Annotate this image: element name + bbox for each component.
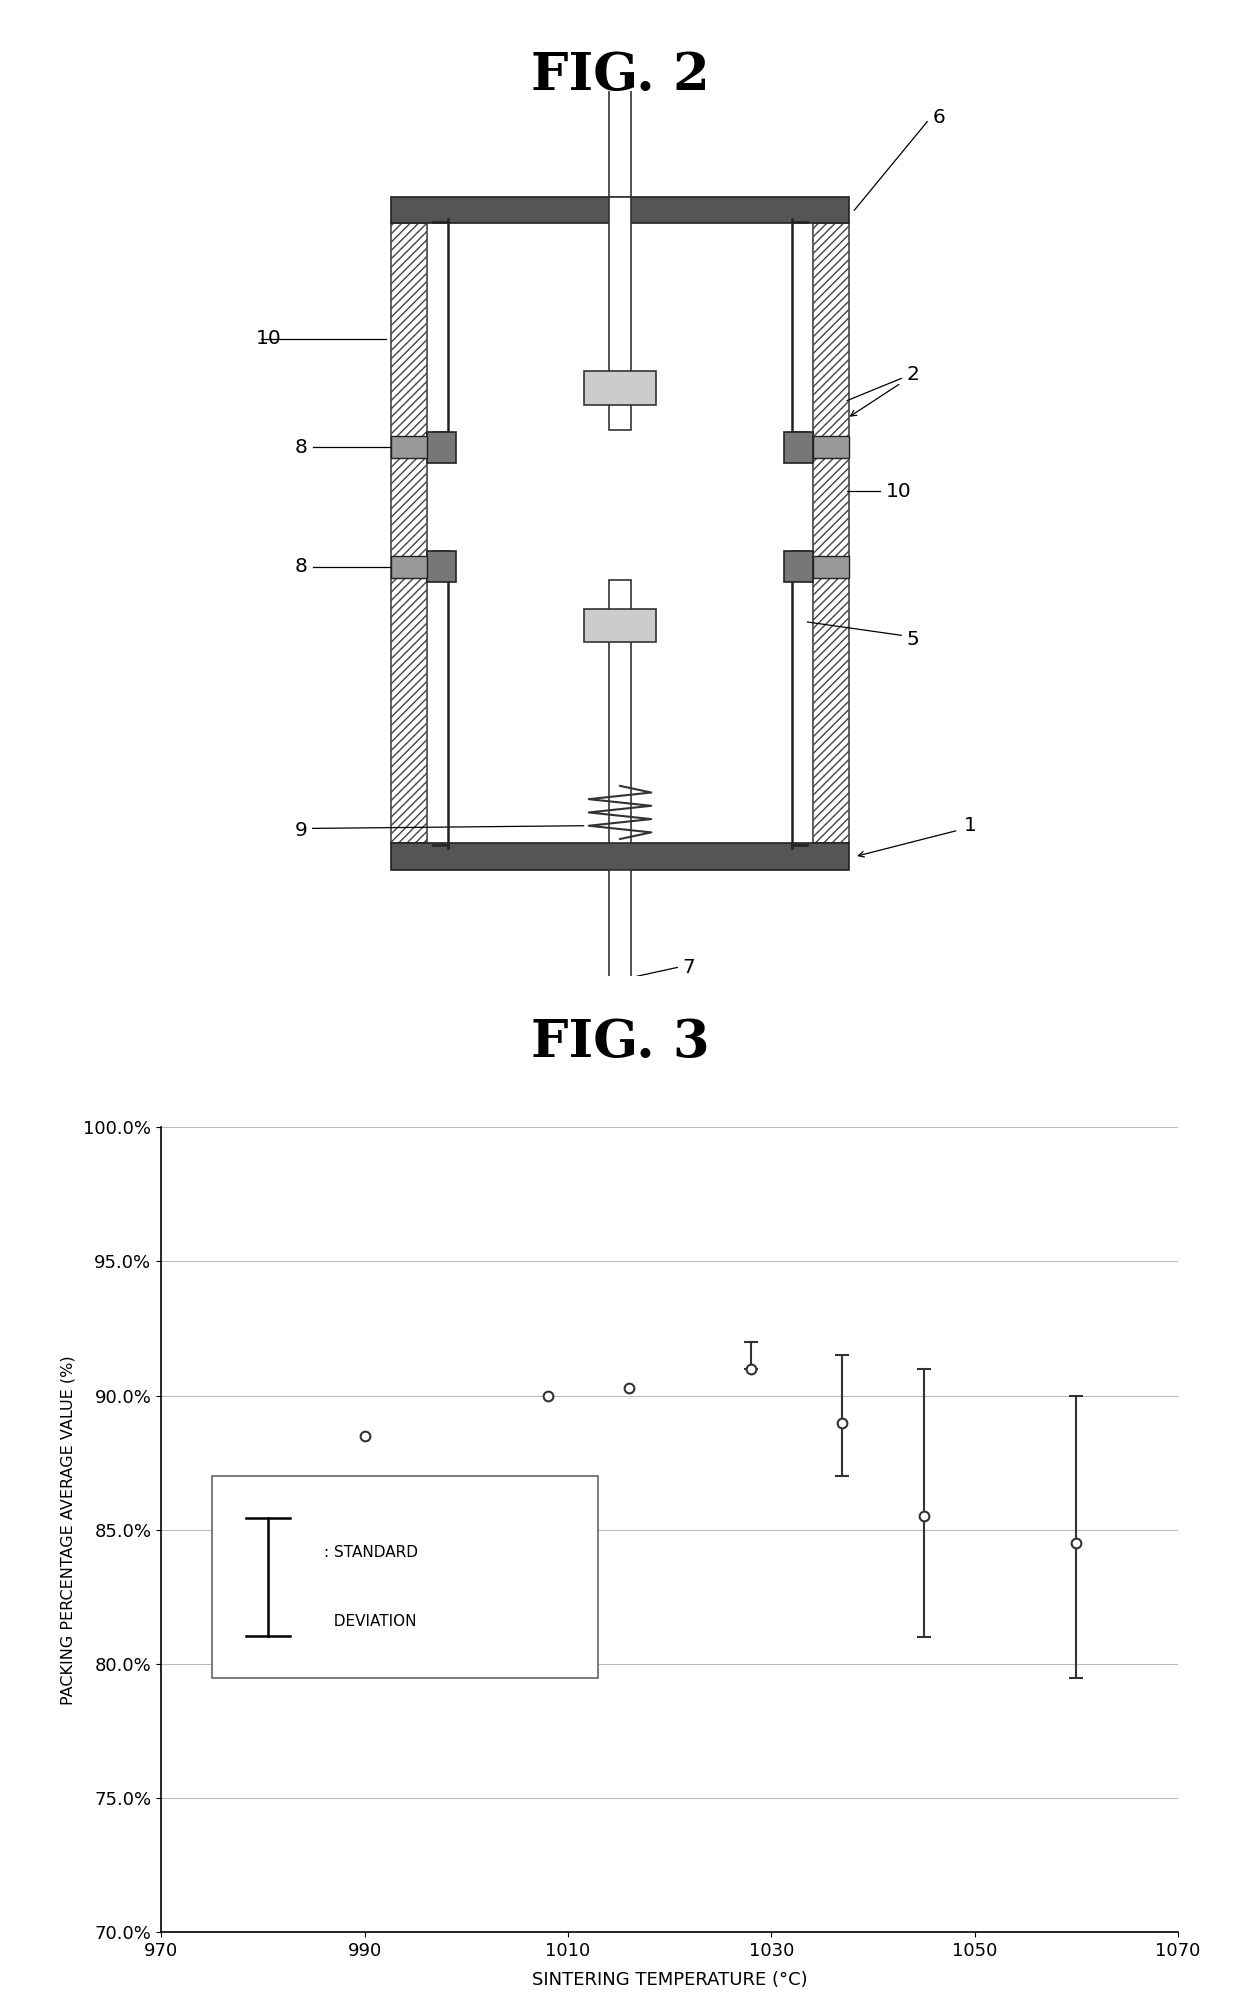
Bar bbox=[391, 556, 428, 578]
Y-axis label: PACKING PERCENTAGE AVERAGE VALUE (%): PACKING PERCENTAGE AVERAGE VALUE (%) bbox=[61, 1355, 76, 1705]
Text: 5: 5 bbox=[906, 630, 919, 650]
Text: : STANDARD: : STANDARD bbox=[324, 1546, 418, 1560]
Text: 8: 8 bbox=[295, 558, 308, 576]
Bar bbox=[391, 843, 849, 870]
Bar bbox=[812, 437, 849, 459]
Text: 10: 10 bbox=[885, 481, 911, 501]
Text: 7: 7 bbox=[682, 958, 696, 976]
Text: 1: 1 bbox=[963, 815, 977, 835]
Bar bbox=[609, 580, 631, 843]
Text: FIG. 3: FIG. 3 bbox=[531, 1017, 709, 1067]
Bar bbox=[584, 370, 656, 405]
Bar bbox=[212, 1476, 599, 1677]
Bar bbox=[609, 64, 631, 197]
X-axis label: SINTERING TEMPERATURE (°C): SINTERING TEMPERATURE (°C) bbox=[532, 1971, 807, 1989]
Bar bbox=[609, 197, 631, 431]
Bar bbox=[784, 552, 812, 582]
Bar bbox=[391, 223, 428, 843]
Bar bbox=[784, 431, 812, 463]
Bar bbox=[812, 556, 849, 578]
Text: 8: 8 bbox=[295, 437, 308, 457]
Bar bbox=[609, 870, 631, 1002]
Bar bbox=[428, 431, 456, 463]
Text: 10: 10 bbox=[255, 328, 281, 348]
Text: 6: 6 bbox=[932, 107, 945, 127]
Text: 9: 9 bbox=[295, 821, 308, 839]
Text: DEVIATION: DEVIATION bbox=[324, 1614, 417, 1629]
Bar bbox=[812, 223, 849, 843]
Text: 2: 2 bbox=[906, 364, 919, 384]
Bar bbox=[391, 197, 849, 223]
Bar bbox=[428, 552, 456, 582]
Text: FIG. 2: FIG. 2 bbox=[531, 50, 709, 101]
Bar bbox=[584, 608, 656, 642]
Bar bbox=[391, 437, 428, 459]
